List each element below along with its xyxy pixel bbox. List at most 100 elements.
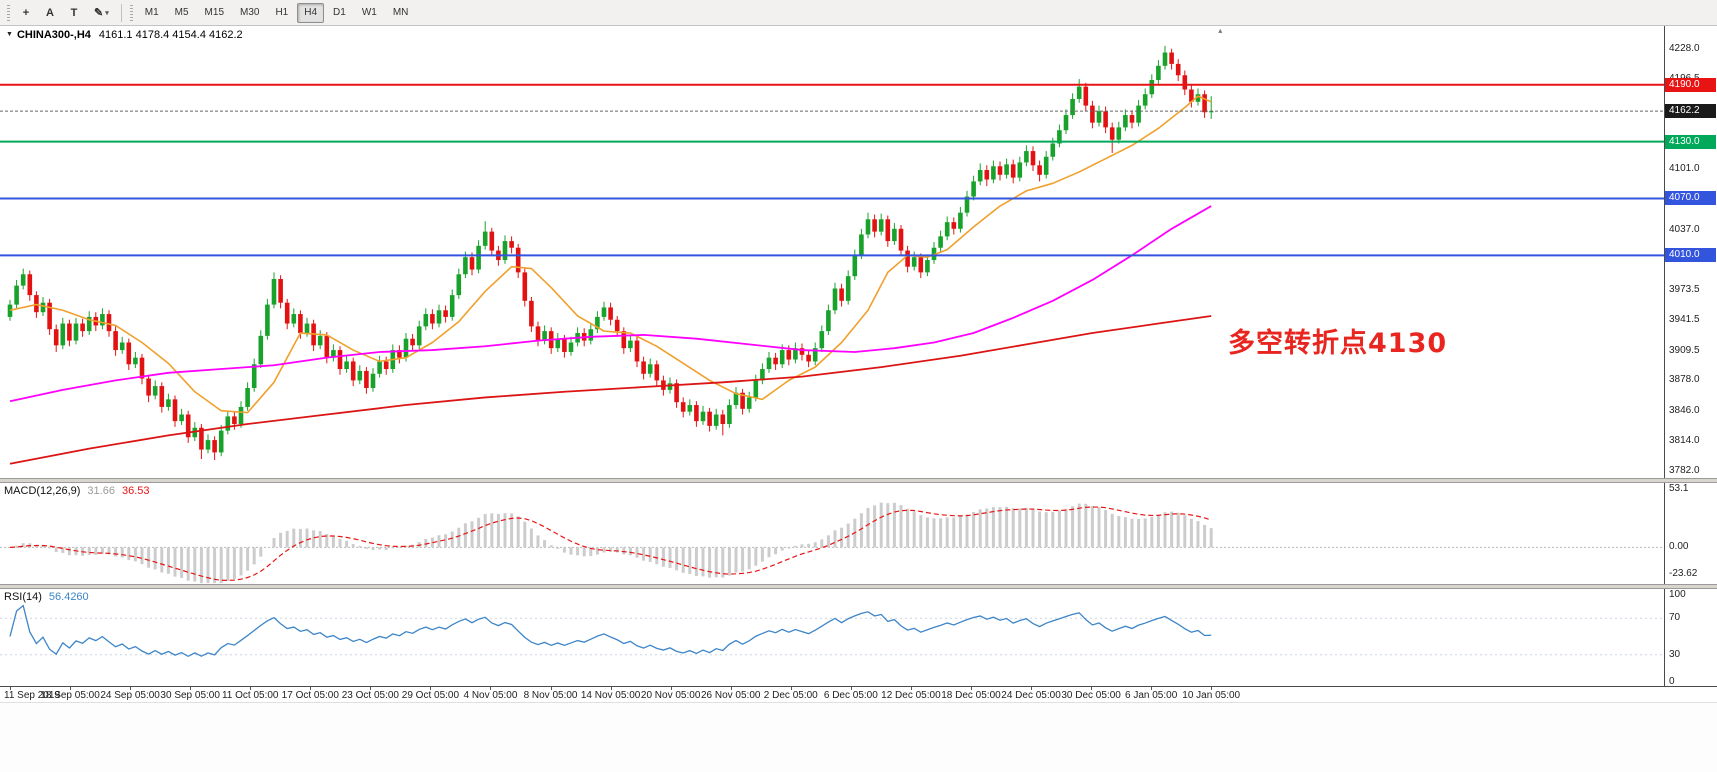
time-axis-label: 14 Nov 05:00 xyxy=(580,690,641,701)
macd-plot[interactable]: MACD(12,26,9) 31.66 36.53 xyxy=(0,483,1664,584)
rsi-name: RSI(14) xyxy=(4,591,42,603)
price-axis-label: 3941.5 xyxy=(1669,314,1700,326)
price-axis[interactable]: 4228.04196.54101.04037.03973.53941.53909… xyxy=(1664,26,1717,478)
rsi-label: RSI(14) 56.4260 xyxy=(4,591,89,603)
time-axis-label: 24 Dec 05:00 xyxy=(1001,690,1061,701)
time-axis-tick xyxy=(310,687,312,690)
time-axis-tick xyxy=(1031,687,1033,690)
draw-tools-icon: ✎ xyxy=(94,7,104,19)
toolbar-grip[interactable] xyxy=(7,4,10,21)
rsi-axis-label: 100 xyxy=(1669,589,1686,600)
chart-shift-marker-icon[interactable]: ▴ xyxy=(1218,26,1223,35)
time-axis-label: 8 Nov 05:00 xyxy=(523,690,578,701)
time-axis-tick xyxy=(370,687,372,690)
draw-tools-button[interactable]: ✎ ▾ xyxy=(87,3,116,23)
toolbar: + A T ✎ ▾ M1 M5 M15 M30 H1 H4 D1 W1 MN xyxy=(0,0,1717,26)
price-axis-label: 3846.0 xyxy=(1669,404,1700,416)
price-axis-label: 4228.0 xyxy=(1669,42,1700,54)
line-studies-toolbar: + A T ✎ ▾ xyxy=(14,3,117,23)
time-axis-label: 18 Sep 05:00 xyxy=(40,690,100,701)
price-axis-label: 3973.5 xyxy=(1669,283,1700,295)
rsi-axis-label: 70 xyxy=(1669,612,1681,624)
text-label-icon: A xyxy=(46,6,54,19)
chart-window: ▼ CHINA300-,H4 4161.1 4178.4 4154.4 4162.2… xyxy=(0,26,1717,702)
macd-axis-label: 53.1 xyxy=(1669,483,1689,494)
time-axis-tick xyxy=(610,687,612,690)
panel-separator[interactable] xyxy=(0,478,1717,483)
macd-axis-label: 0.00 xyxy=(1669,541,1689,553)
candlestick-chart xyxy=(0,45,1664,465)
macd-name: MACD(12,26,9) xyxy=(4,485,81,497)
rsi-axis[interactable]: 100 70 30 0 xyxy=(1664,589,1717,686)
time-axis-tick xyxy=(10,687,11,690)
time-axis-tick xyxy=(1091,687,1093,690)
price-line-badge: 4190.0 xyxy=(1665,77,1716,92)
price-axis-label: 4101.0 xyxy=(1669,163,1700,175)
price-axis-label: 3909.5 xyxy=(1669,344,1700,356)
rsi-axis-label: 0 xyxy=(1669,676,1675,686)
macd-label: MACD(12,26,9) 31.66 36.53 xyxy=(4,485,149,497)
time-axis-label: 6 Dec 05:00 xyxy=(823,690,878,701)
time-axis-tick xyxy=(490,687,492,690)
price-axis-label: 3814.0 xyxy=(1669,435,1700,447)
time-axis-tick xyxy=(1151,687,1153,690)
time-axis-tick xyxy=(970,687,972,690)
main-chart-plot[interactable]: ▼ CHINA300-,H4 4161.1 4178.4 4154.4 4162.2… xyxy=(0,26,1664,478)
rsi-chart xyxy=(0,604,1664,658)
time-axis-label: 10 Jan 05:00 xyxy=(1182,690,1241,701)
toolbar-separator xyxy=(120,3,122,22)
dropdown-caret-icon: ▾ xyxy=(105,9,109,17)
time-axis-label: 23 Oct 05:00 xyxy=(341,690,399,701)
main-price-panel: ▼ CHINA300-,H4 4161.1 4178.4 4154.4 4162.2… xyxy=(0,26,1717,478)
price-line-badge: 4130.0 xyxy=(1665,134,1716,149)
timeframes-toolbar-grip[interactable] xyxy=(129,4,133,21)
time-axis-tick xyxy=(130,687,132,690)
text-label-button[interactable]: A xyxy=(39,3,61,23)
price-line-badge: 4010.0 xyxy=(1665,248,1716,263)
time-axis-label: 20 Nov 05:00 xyxy=(640,690,701,701)
text-box-button[interactable]: T xyxy=(63,3,85,23)
timeframe-w1-button[interactable]: W1 xyxy=(355,3,384,23)
macd-panel: MACD(12,26,9) 31.66 36.53 53.1 0.00 -23.62 xyxy=(0,483,1717,584)
timeframe-m1-button[interactable]: M1 xyxy=(138,3,166,23)
time-axis-label: 12 Dec 05:00 xyxy=(881,690,941,701)
timeframe-d1-button[interactable]: D1 xyxy=(326,3,353,23)
time-axis-tick xyxy=(910,687,912,690)
time-axis-label: 11 Sep 2019 xyxy=(4,690,60,701)
rsi-axis-label: 30 xyxy=(1669,648,1681,660)
panel-separator[interactable] xyxy=(0,584,1717,589)
time-axis-tick xyxy=(70,687,72,690)
time-axis-label: 2 Dec 05:00 xyxy=(763,690,818,701)
timeframe-h4-button[interactable]: H4 xyxy=(297,2,325,23)
rsi-panel: RSI(14) 56.4260 100 70 30 0 xyxy=(0,589,1717,686)
rsi-value: 56.4260 xyxy=(48,591,89,603)
time-axis-tick xyxy=(670,687,672,690)
timeframe-m5-button[interactable]: M5 xyxy=(168,3,196,23)
time-axis-label: 30 Dec 05:00 xyxy=(1061,690,1121,701)
price-axis-label: 3878.0 xyxy=(1669,374,1700,386)
time-axis-label: 26 Nov 05:00 xyxy=(700,690,761,701)
time-axis-label: 24 Sep 05:00 xyxy=(100,690,160,701)
current-price-badge: 4162.2 xyxy=(1665,104,1716,119)
time-axis[interactable]: 11 Sep 2019 18 Sep 05:00 24 Sep 05:00 30 Se… xyxy=(0,686,1717,702)
crosshair-button[interactable]: + xyxy=(15,3,37,23)
macd-signal-value: 36.53 xyxy=(121,485,150,497)
time-axis-tick xyxy=(850,687,852,690)
time-axis-label: 17 Oct 05:00 xyxy=(281,690,339,701)
text-box-icon: T xyxy=(70,6,78,19)
symbol-dropdown-icon[interactable]: ▼ xyxy=(6,31,13,38)
timeframe-mn-button[interactable]: MN xyxy=(386,3,416,23)
time-axis-label: 4 Nov 05:00 xyxy=(463,690,518,701)
timeframe-h1-button[interactable]: H1 xyxy=(268,3,295,23)
rsi-plot[interactable]: RSI(14) 56.4260 xyxy=(0,589,1664,686)
timeframe-m15-button[interactable]: M15 xyxy=(198,3,231,23)
time-axis-tick xyxy=(190,687,192,690)
price-axis-label: 4037.0 xyxy=(1669,223,1700,235)
timeframe-m30-button[interactable]: M30 xyxy=(233,3,266,23)
macd-axis[interactable]: 53.1 0.00 -23.62 xyxy=(1664,483,1717,584)
time-axis-label: 29 Oct 05:00 xyxy=(401,690,460,701)
time-axis-tick xyxy=(430,687,432,690)
macd-axis-label: -23.62 xyxy=(1669,567,1698,579)
time-axis-tick xyxy=(730,687,732,690)
